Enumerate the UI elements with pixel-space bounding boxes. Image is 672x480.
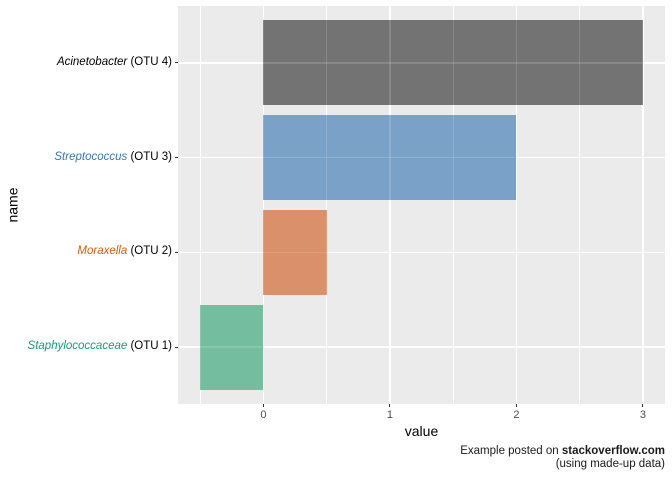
y-axis-title: name bbox=[4, 187, 21, 223]
x-axis-tick bbox=[642, 404, 644, 407]
gridline-major-vertical bbox=[515, 6, 518, 404]
x-axis-tick bbox=[262, 404, 264, 407]
bar-staphylococcaceae bbox=[200, 304, 264, 390]
category-genus: Staphylococcaceae bbox=[27, 340, 128, 353]
y-axis-tick bbox=[175, 251, 178, 253]
gridline-overlay bbox=[199, 6, 201, 404]
category-genus: Acinetobacter bbox=[56, 55, 128, 68]
x-axis-tick bbox=[515, 404, 517, 407]
gridline-overlay bbox=[178, 346, 665, 348]
category-label: Acinetobacter (OTU 4) bbox=[57, 56, 172, 69]
gridline-overlay bbox=[178, 62, 665, 64]
gridline-overlay bbox=[642, 6, 644, 404]
x-tick-label: 2 bbox=[513, 409, 520, 421]
gridline-minor-vertical bbox=[452, 6, 454, 404]
x-tick-label: 1 bbox=[386, 409, 393, 421]
gridline-overlay bbox=[515, 6, 518, 404]
bar-streptococcus bbox=[263, 115, 517, 201]
gridline-overlay bbox=[579, 6, 581, 404]
category-label: Staphylococcaceae (OTU 1) bbox=[28, 340, 172, 353]
gridline-major-horizontal bbox=[178, 346, 665, 348]
bar-moraxella bbox=[263, 209, 327, 295]
category-genus: Streptococcus bbox=[54, 150, 128, 163]
gridline-major-vertical bbox=[389, 6, 391, 404]
category-label: Moraxella (OTU 2) bbox=[77, 245, 172, 258]
caption-line1-text: Example posted on bbox=[460, 445, 562, 457]
gridline-overlay bbox=[326, 6, 328, 404]
gridline-overlay bbox=[452, 6, 454, 404]
gridline-overlay bbox=[389, 6, 391, 404]
category-suffix: (OTU 4) bbox=[127, 55, 172, 68]
category-suffix: (OTU 3) bbox=[127, 150, 172, 163]
x-axis-title: value bbox=[404, 423, 439, 439]
category-suffix: (OTU 2) bbox=[127, 245, 172, 258]
y-axis-tick bbox=[175, 346, 178, 348]
caption-line2-text: (using made-up data) bbox=[555, 458, 665, 470]
x-axis-tick bbox=[389, 404, 391, 407]
x-tick-label: 3 bbox=[639, 409, 646, 421]
gridline-overlay bbox=[178, 156, 665, 159]
bar-acinetobacter bbox=[263, 20, 643, 106]
gridline-overlay bbox=[262, 6, 265, 404]
gridline-minor-vertical bbox=[579, 6, 581, 404]
gridline-minor-vertical bbox=[199, 6, 201, 404]
gridline-major-vertical bbox=[642, 6, 644, 404]
gridline-major-vertical bbox=[262, 6, 265, 404]
gridline-overlay bbox=[178, 251, 665, 254]
category-genus: Moraxella bbox=[77, 245, 128, 258]
category-suffix: (OTU 1) bbox=[127, 340, 172, 353]
category-label: Streptococcus (OTU 3) bbox=[54, 151, 172, 164]
y-axis-tick bbox=[175, 157, 178, 159]
plot-panel bbox=[178, 6, 665, 404]
y-axis-tick bbox=[175, 62, 178, 64]
gridline-minor-vertical bbox=[326, 6, 328, 404]
x-tick-label: 0 bbox=[260, 409, 267, 421]
caption-line1-bold: stackoverflow.com bbox=[561, 445, 665, 457]
gridline-major-horizontal bbox=[178, 251, 665, 254]
caption: Example posted on stackoverflow.com (usi… bbox=[460, 445, 665, 471]
